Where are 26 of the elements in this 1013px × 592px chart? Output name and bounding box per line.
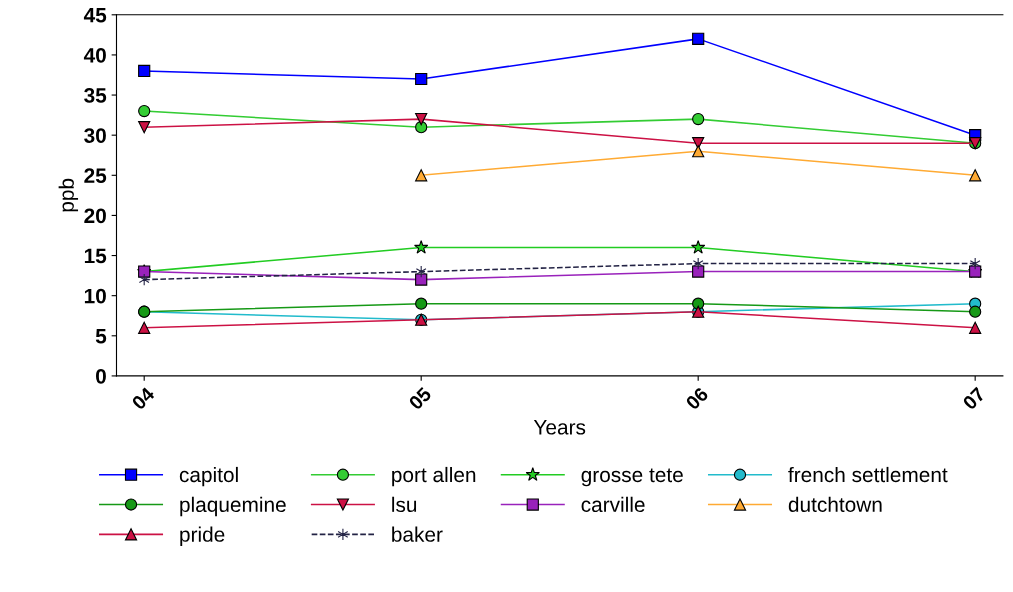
legend-label: baker	[392, 526, 443, 542]
legend-label: pride	[180, 526, 225, 546]
x-tick-label: 04	[131, 386, 156, 411]
y-tick-label: 0	[96, 368, 106, 384]
legend-label: carville	[581, 496, 645, 513]
x-tick-label: 07	[962, 386, 986, 411]
legend-label: lsu	[392, 496, 417, 513]
legend-label: french settlement	[788, 466, 948, 483]
y-tick-label: 40	[83, 47, 106, 63]
y-tick-label: 15	[84, 248, 107, 264]
y-tick-label: 30	[84, 128, 106, 143]
y-tick-label: 25	[84, 168, 107, 184]
y-axis-title: ppb	[58, 178, 79, 212]
legend-label: grosse tete	[581, 468, 683, 487]
legend-label: capitol	[179, 466, 238, 487]
x-tick-label: 06	[685, 386, 710, 411]
y-tick-label: 5	[95, 329, 107, 344]
x-tick-label: 05	[408, 386, 433, 411]
legend-label: dutchtown	[788, 496, 882, 513]
legend-label: plaquemine	[180, 496, 286, 517]
y-tick-label: 45	[83, 8, 107, 23]
y-tick-label: 35	[84, 88, 107, 103]
y-tick-label: 20	[84, 208, 106, 224]
legend-label: port allen	[392, 466, 476, 487]
x-axis-title: Years	[533, 420, 586, 435]
y-tick-label: 10	[84, 288, 106, 304]
